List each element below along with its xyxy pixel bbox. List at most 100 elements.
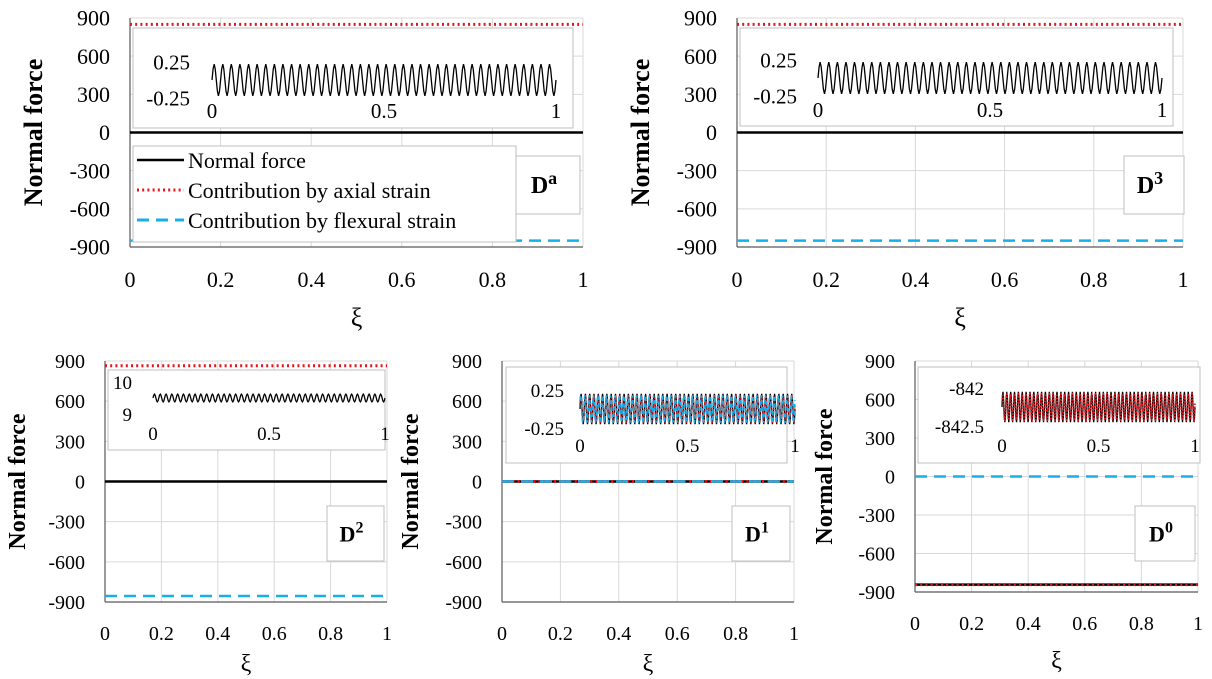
legend-frame <box>132 145 517 243</box>
inset-line-normal-force <box>152 393 386 403</box>
x-tick-label: 0.2 <box>149 623 174 645</box>
y-tick-label: 0 <box>75 472 85 494</box>
inset-x-tick-label: 0.5 <box>371 99 397 123</box>
x-tick-label: 0 <box>125 267 136 292</box>
y-tick-label: -900 <box>858 582 895 604</box>
chart-panel-d0: 900 600 300 0 -300 -600 -900 0 0.2 0.4 0.6 0.8 1 ξ Nor… <box>812 351 1203 674</box>
panel-label-superscript: 3 <box>1154 168 1163 188</box>
inset-x-tick-label: 1 <box>790 436 800 457</box>
x-tick-label: 0 <box>910 613 920 635</box>
x-tick-label: 0 <box>497 623 507 645</box>
inset-x-tick-label: 0 <box>148 424 158 445</box>
inset-x-tick-label: 0.5 <box>1087 436 1111 457</box>
panel-label-letter: D <box>531 173 548 199</box>
panel-label-superscript: 2 <box>355 520 363 537</box>
y-tick-label: -600 <box>48 552 85 574</box>
x-tick-label: 1 <box>578 267 589 292</box>
panel-label-box <box>1134 505 1196 562</box>
y-tick-label: -300 <box>48 512 85 534</box>
panel-label-box <box>326 505 385 562</box>
inset-x-tick-label: 0.5 <box>977 98 1003 122</box>
panel-label-superscript: a <box>548 168 557 188</box>
y-tick-label: 600 <box>865 390 895 412</box>
panel-label-letter: D <box>340 522 356 547</box>
x-axis-title: ξ <box>1051 648 1062 674</box>
y-tick-label: 0 <box>472 472 482 494</box>
inset-y-tick-label: 10 <box>113 373 132 394</box>
y-tick-label: 600 <box>452 391 482 413</box>
x-tick-label: 0.6 <box>1072 613 1097 635</box>
inset-line-normal-force <box>211 64 557 96</box>
inset-x-tick-label: 0 <box>575 436 585 457</box>
panel-label: Da <box>531 168 557 199</box>
inset-frame <box>132 27 574 129</box>
inset-x-tick-label: 0.5 <box>257 424 281 445</box>
panel-label-box <box>1123 155 1185 215</box>
y-tick-label: -900 <box>445 592 482 614</box>
y-tick-label: 0 <box>706 120 717 145</box>
inset-x-tick-label: 1 <box>551 99 562 123</box>
x-tick-label: 0.8 <box>318 623 343 645</box>
inset-x-tick-label: 1 <box>380 424 390 445</box>
x-tick-label: 0.2 <box>207 267 235 292</box>
y-tick-label: -300 <box>677 158 717 183</box>
legend: Normal force Contribution by axial strain… <box>132 145 517 243</box>
inset-line-normal-force <box>817 62 1163 94</box>
chart-panel-d1: 900 600 300 0 -300 -600 -900 0 0.2 0.4 0.6 0.8 1 ξ Nor… <box>398 351 800 677</box>
y-axis-title: Normal force <box>626 59 655 207</box>
y-tick-label: 600 <box>684 44 717 69</box>
y-tick-label: 300 <box>452 431 482 453</box>
inset-line-contribution-by-axial-strain <box>1001 392 1196 422</box>
inset-y-tick-label: 0.25 <box>531 381 564 402</box>
inset-y-tick-label: 0.25 <box>153 51 190 75</box>
inset-x-tick-label: 0 <box>813 98 824 122</box>
x-tick-label: 0.8 <box>479 267 507 292</box>
inset-x-tick-label: 1 <box>1157 98 1168 122</box>
panel-label: D2 <box>340 520 364 547</box>
y-tick-label: 0 <box>885 467 895 489</box>
panel-label-box <box>731 505 791 562</box>
x-axis-title: ξ <box>954 303 966 332</box>
x-tick-label: 0.4 <box>297 267 325 292</box>
inset-frame <box>739 27 1174 127</box>
panel-label-letter: D <box>1137 173 1154 199</box>
y-tick-label: -600 <box>70 197 110 222</box>
x-tick-label: 0 <box>732 267 743 292</box>
legend-item-label: Contribution by flexural strain <box>188 208 456 233</box>
x-tick-label: 0.2 <box>548 623 573 645</box>
x-tick-label: 0.8 <box>1129 613 1154 635</box>
y-tick-label: -300 <box>70 158 110 183</box>
y-tick-label: 300 <box>55 431 85 453</box>
panel-label-letter: D <box>1149 522 1165 547</box>
x-tick-label: 1 <box>789 623 799 645</box>
inset-y-tick-label: -0.25 <box>524 419 564 440</box>
panel-label: D3 <box>1137 168 1163 199</box>
x-axis-title: ξ <box>351 303 363 332</box>
x-tick-label: 0.4 <box>606 623 631 645</box>
panel-label: D0 <box>1149 520 1173 547</box>
y-tick-label: -600 <box>858 544 895 566</box>
inset-y-tick-label: -0.25 <box>753 85 797 109</box>
legend-item-label: Normal force <box>188 148 306 173</box>
y-axis-title: Normal force <box>5 413 31 550</box>
y-axis-title: Normal force <box>398 413 424 550</box>
y-tick-label: -300 <box>445 512 482 534</box>
inset-line-contribution-by-flexural-strain <box>579 395 796 423</box>
x-tick-label: 0.2 <box>959 613 984 635</box>
x-tick-label: 0.8 <box>1080 267 1108 292</box>
x-tick-label: 1 <box>1178 267 1189 292</box>
inset-x-tick-label: 0 <box>997 436 1007 457</box>
panel-label: D1 <box>745 520 769 547</box>
x-tick-label: 0.4 <box>1016 613 1041 635</box>
y-tick-label: 900 <box>55 351 85 373</box>
y-tick-label: 300 <box>77 82 110 107</box>
x-axis-title: ξ <box>643 651 654 677</box>
x-tick-label: 0.6 <box>262 623 287 645</box>
x-tick-label: 0.6 <box>388 267 416 292</box>
y-tick-label: 900 <box>452 351 482 373</box>
inset-x-tick-label: 1 <box>1190 436 1200 457</box>
y-tick-label: -900 <box>70 235 110 260</box>
y-tick-label: -300 <box>858 505 895 527</box>
y-tick-label: 300 <box>865 428 895 450</box>
y-tick-label: 900 <box>865 351 895 373</box>
